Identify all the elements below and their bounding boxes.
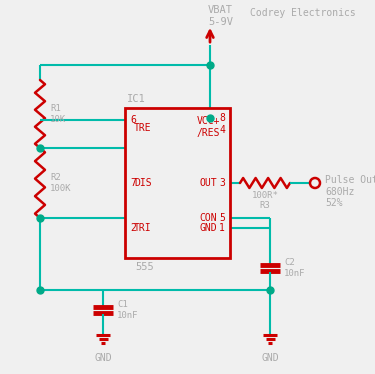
Text: 555: 555 — [135, 262, 154, 272]
Text: VBAT
5-9V: VBAT 5-9V — [208, 5, 233, 27]
Text: /RES: /RES — [196, 128, 220, 138]
Text: OUT: OUT — [199, 178, 217, 188]
Text: GND: GND — [199, 223, 217, 233]
Text: GND: GND — [261, 353, 279, 363]
Text: 3: 3 — [219, 178, 225, 188]
Text: 2: 2 — [130, 223, 136, 233]
Text: 4: 4 — [219, 125, 225, 135]
Text: C1
10nF: C1 10nF — [117, 300, 138, 320]
Text: 100R*
R3: 100R* R3 — [252, 191, 278, 211]
Text: 1: 1 — [219, 223, 225, 233]
Text: R2
100K: R2 100K — [50, 173, 72, 193]
Text: Pulse Out
680Hz
52%: Pulse Out 680Hz 52% — [325, 175, 375, 208]
Text: IC1: IC1 — [127, 94, 146, 104]
Text: R1
10K: R1 10K — [50, 104, 66, 124]
Text: 8: 8 — [219, 113, 225, 123]
Bar — [125, 108, 230, 258]
Text: DIS: DIS — [134, 178, 152, 188]
Text: CON: CON — [199, 213, 217, 223]
Text: 6: 6 — [130, 115, 136, 125]
Text: VCC+: VCC+ — [196, 116, 220, 126]
Text: 5: 5 — [219, 213, 225, 223]
Text: Codrey Electronics: Codrey Electronics — [250, 8, 356, 18]
Text: TRE: TRE — [134, 123, 152, 133]
Text: TRI: TRI — [134, 223, 152, 233]
Text: C2
10nF: C2 10nF — [284, 258, 306, 278]
Text: GND: GND — [94, 353, 112, 363]
Text: 7: 7 — [130, 178, 136, 188]
